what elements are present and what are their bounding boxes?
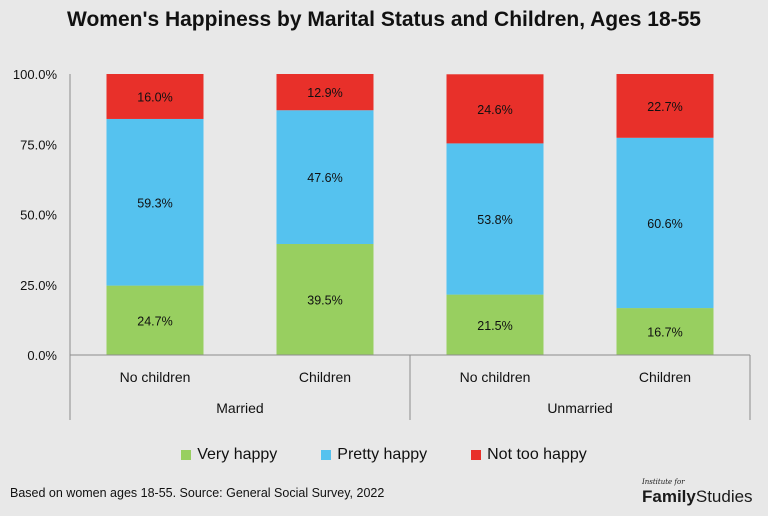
brand-family-text: Family — [642, 487, 696, 506]
data-label: 12.9% — [307, 86, 342, 100]
chart-title: Women's Happiness by Marital Status and … — [67, 8, 701, 31]
bar-segment — [106, 118, 204, 286]
bar-segment — [446, 74, 544, 144]
y-tick-label: 0.0% — [27, 348, 57, 363]
bar-segment — [276, 110, 374, 245]
legend-item-not-too-happy: Not too happy — [471, 446, 587, 464]
bar-segment — [616, 137, 714, 309]
bar-segment — [106, 285, 204, 355]
bar-segment — [276, 244, 374, 355]
data-label: 16.0% — [137, 90, 172, 104]
bar-segment — [106, 74, 204, 119]
data-label: 60.6% — [647, 217, 682, 231]
data-label: 16.7% — [647, 326, 682, 340]
category-label: No children — [460, 369, 531, 385]
category-label: Children — [299, 369, 351, 385]
category-label: Children — [639, 369, 691, 385]
brand-wordmark: FamilyStudies — [642, 487, 753, 507]
bar-segment — [446, 143, 544, 295]
data-label: 24.7% — [137, 314, 172, 328]
legend: Very happy Pretty happy Not too happy — [0, 446, 768, 464]
legend-swatch-pretty-happy — [321, 450, 332, 460]
category-label: No children — [120, 369, 191, 385]
group-label: Unmarried — [547, 400, 612, 416]
legend-label-pretty-happy: Pretty happy — [337, 446, 428, 463]
data-label: 39.5% — [307, 294, 342, 308]
data-label: 47.6% — [307, 171, 342, 185]
y-tick-label: 25.0% — [20, 278, 57, 293]
brand-studies-text: Studies — [695, 487, 753, 506]
chart-plot: 0.0% 25.0% 50.0% 75.0% 100.0% 24.7% 59.3% 16.0%… — [13, 67, 751, 420]
legend-item-very-happy: Very happy — [181, 446, 277, 464]
legend-swatch-very-happy — [181, 450, 192, 460]
data-label: 53.8% — [477, 213, 512, 227]
data-label: 24.6% — [477, 103, 512, 117]
y-tick-label: 75.0% — [20, 137, 57, 152]
legend-item-pretty-happy: Pretty happy — [321, 446, 427, 464]
group-label: Married — [216, 400, 263, 416]
bar-segment — [276, 74, 374, 111]
bar-segment — [616, 74, 714, 138]
bar-segment — [446, 294, 544, 355]
bar-segment — [616, 308, 714, 355]
data-label: 59.3% — [137, 196, 172, 210]
legend-label-very-happy: Very happy — [197, 446, 278, 463]
data-label: 22.7% — [647, 100, 682, 114]
legend-label-not-too-happy: Not too happy — [487, 446, 587, 463]
brand-logo: Institute for FamilyStudies — [642, 478, 762, 512]
source-note: Based on women ages 18-55. Source: Gener… — [10, 486, 385, 500]
y-tick-label: 100.0% — [13, 67, 58, 82]
brand-small-text: Institute for — [642, 478, 685, 486]
y-tick-label: 50.0% — [20, 208, 57, 223]
legend-swatch-not-too-happy — [471, 450, 482, 460]
data-label: 21.5% — [477, 319, 512, 333]
